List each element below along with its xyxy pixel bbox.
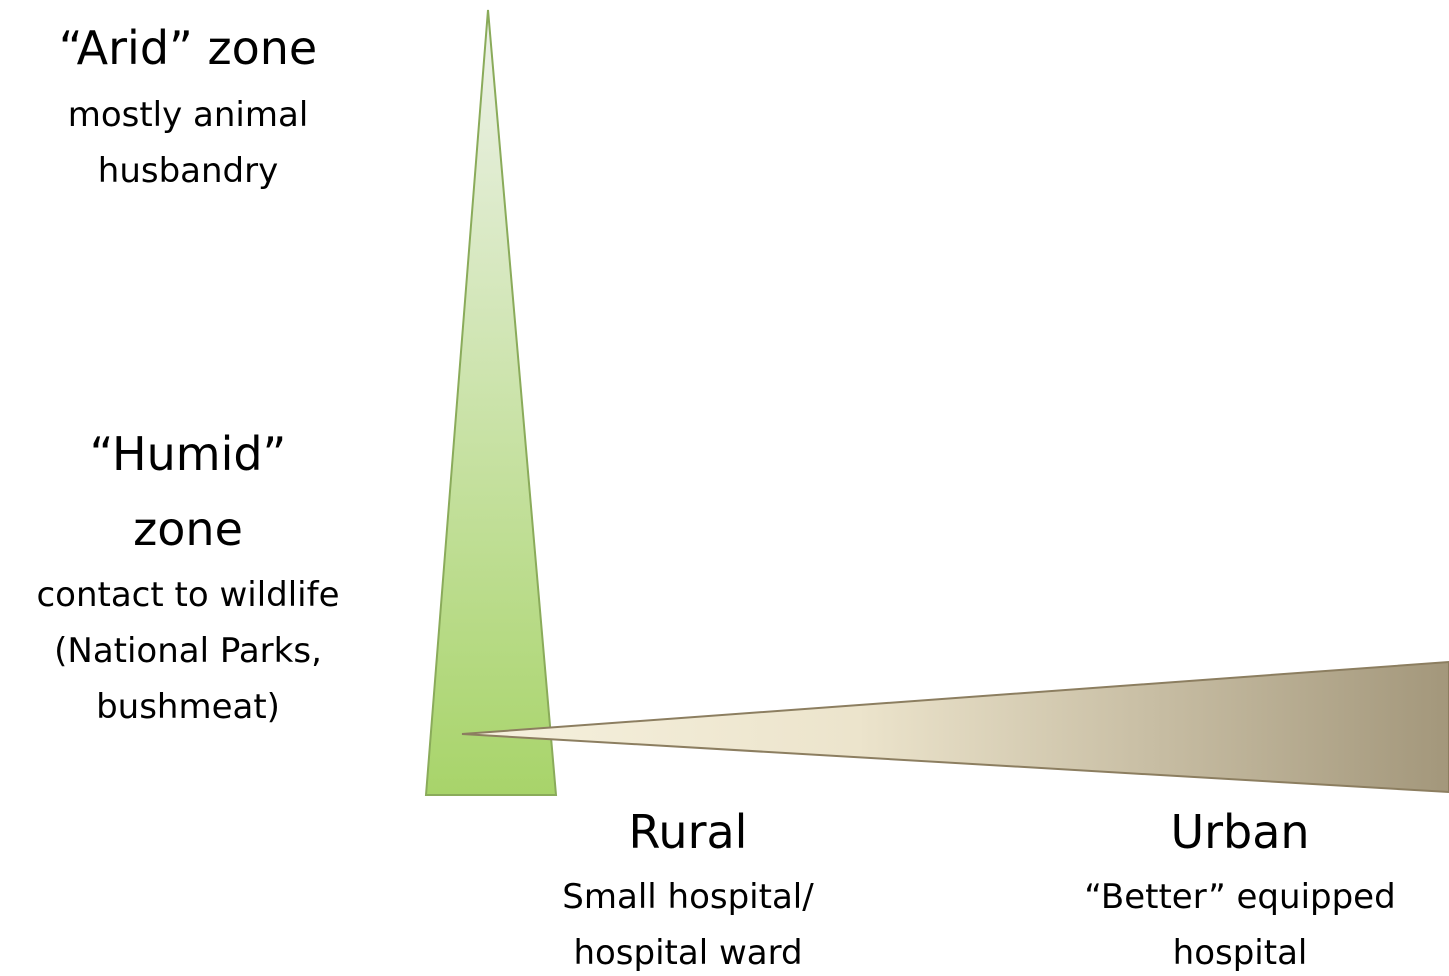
arid-line: mostly animal [68,95,309,135]
humid-line: (National Parks, [54,631,322,671]
rural-title: Rural [629,805,748,859]
urban-title: Urban [1170,805,1309,859]
urban-line: “Better” equipped [1084,877,1395,917]
arid-line: husbandry [98,151,278,191]
humid-line: contact to wildlife [36,575,339,615]
rural-line: Small hospital/ [562,877,814,917]
vertical-triangle [424,9,558,796]
humid-line: bushmeat) [96,687,280,727]
rural-line: hospital ward [573,933,802,973]
urban-line: hospital [1173,933,1308,973]
arid-title: “Arid” zone [59,21,317,75]
humid-title: “Humid” [90,427,287,481]
humid-title: zone [133,502,243,556]
horizontal-triangle [461,660,1449,794]
